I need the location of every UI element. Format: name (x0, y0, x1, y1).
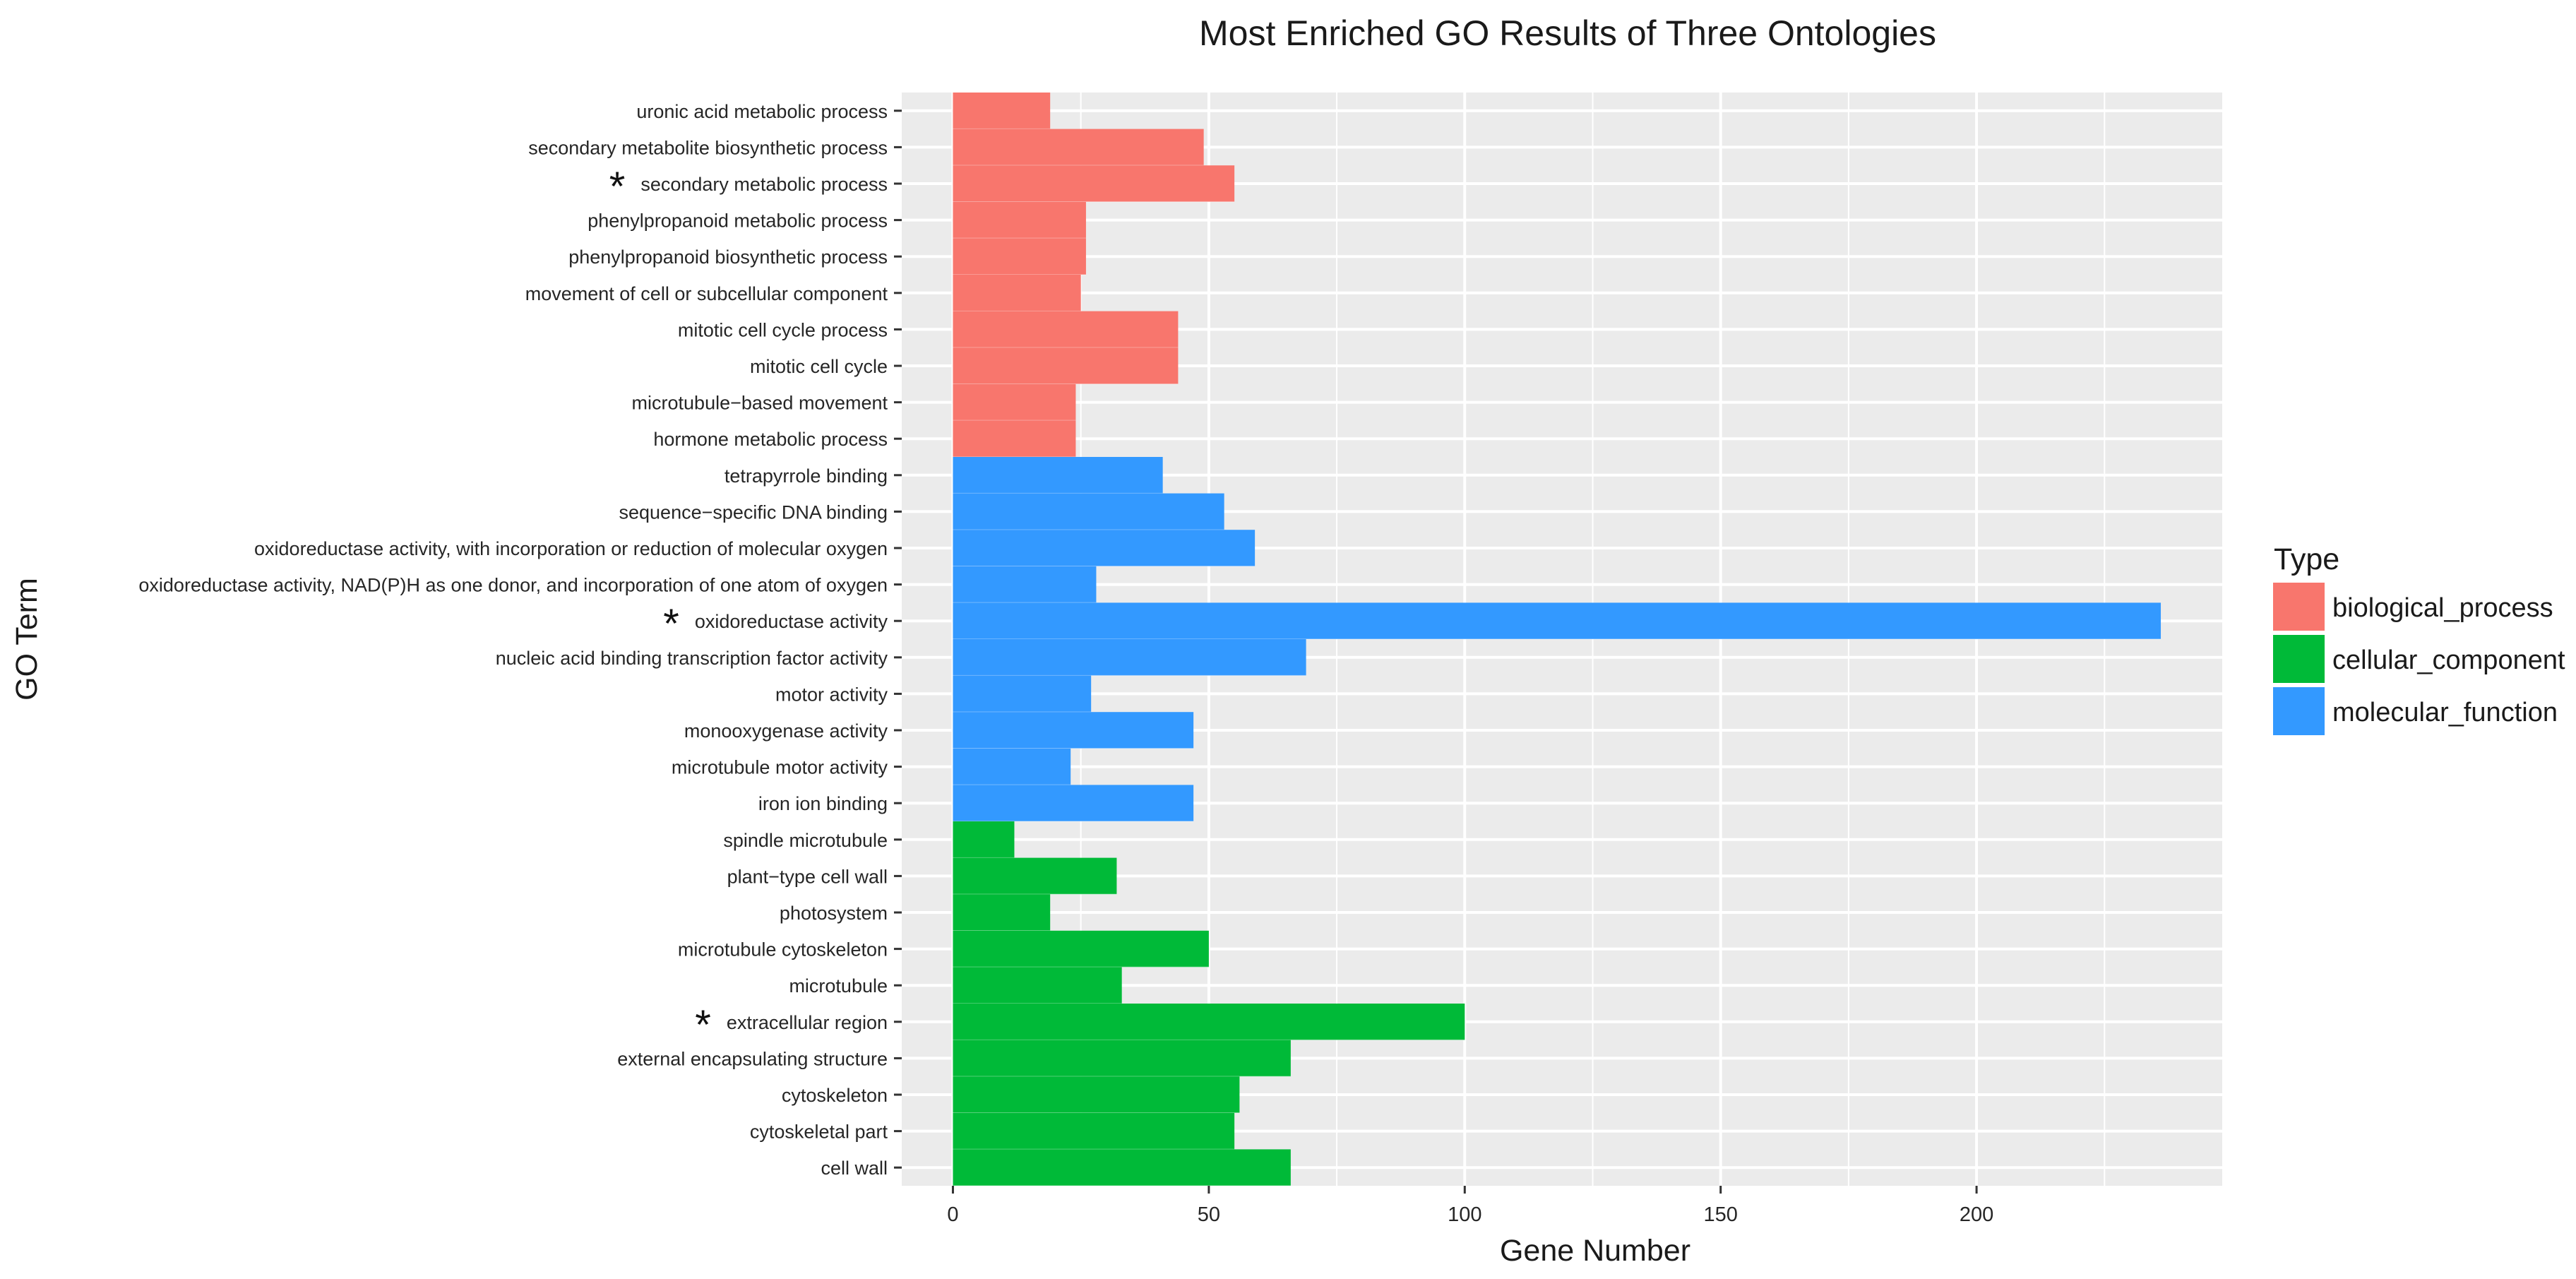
y-tick-label: mitotic cell cycle process (678, 319, 888, 340)
x-tick-label: 0 (947, 1203, 958, 1226)
bar-cellular-component (953, 821, 1015, 858)
legend-entries: biological_process cellular_componentmole… (2272, 581, 2565, 737)
x-tick-label: 50 (1198, 1203, 1220, 1226)
bar-cellular-component (953, 1040, 1291, 1077)
bar-biological-process (953, 93, 1051, 129)
bar-cellular-component (953, 1149, 1291, 1186)
legend-label: molecular_function (2332, 698, 2558, 727)
legend-label: cellular_component (2332, 646, 2565, 675)
y-tick-label: uronic acid metabolic process (636, 101, 888, 122)
bar-biological-process (953, 347, 1179, 384)
legend-label: biological_process (2332, 593, 2553, 623)
y-tick-label: photosystem (780, 903, 888, 924)
significance-marker: * (663, 601, 679, 647)
x-tick-labels: 0 50 100 150 200 (947, 1186, 1993, 1226)
x-axis-title: Gene Number (1500, 1234, 1690, 1268)
y-tick-label: microtubule−based movement (632, 393, 888, 414)
bar-molecular-function (953, 602, 2161, 639)
x-tick-label: 100 (1448, 1203, 1481, 1226)
y-tick-label: microtubule cytoskeleton (678, 939, 888, 960)
bar-cellular-component (953, 857, 1117, 895)
bar-molecular-function (953, 566, 1097, 603)
chart-title: Most Enriched GO Results of Three Ontolo… (1199, 13, 1936, 53)
bar-cellular-component (953, 1112, 1235, 1150)
y-tick-label: external encapsulating structure (617, 1048, 888, 1069)
legend-key-cellular-component (2272, 633, 2326, 684)
significance-markers: * * * (609, 164, 711, 1048)
legend-key-biological-process (2272, 581, 2326, 632)
y-tick-label: plant−type cell wall (727, 866, 888, 887)
bar-molecular-function (953, 530, 1256, 566)
y-tick-label: oxidoreductase activity, NAD(P)H as one … (138, 575, 888, 596)
y-axis-title: GO Term (10, 578, 44, 701)
bar-molecular-function (953, 748, 1071, 785)
y-tick-label: phenylpropanoid metabolic process (588, 210, 888, 232)
y-tick-label: motor activity (775, 684, 888, 705)
bar-biological-process (953, 420, 1076, 457)
bar-biological-process (953, 383, 1076, 421)
y-tick-label: tetrapyrrole binding (724, 465, 888, 487)
y-tick-label: movement of cell or subcellular componen… (525, 283, 888, 304)
bar-molecular-function (953, 785, 1194, 821)
y-tick-label: cell wall (821, 1158, 888, 1179)
y-tick-label: hormone metabolic process (653, 429, 888, 450)
y-tick-label: secondary metabolic process (640, 174, 888, 195)
bar-cellular-component (953, 894, 1051, 931)
bar-molecular-function (953, 639, 1306, 676)
y-tick-label: sequence−specific DNA binding (619, 501, 888, 523)
bars (953, 93, 2161, 1186)
y-tick-label: microtubule motor activity (672, 757, 888, 778)
legend: Type biological_process cellular_componen… (2272, 542, 2565, 737)
bar-biological-process (953, 129, 1204, 166)
bar-cellular-component (953, 1076, 1240, 1113)
bar-biological-process (953, 165, 1235, 202)
y-tick-label: microtubule (789, 975, 888, 997)
y-tick-label: nucleic acid binding transcription facto… (496, 648, 888, 669)
y-tick-label: extracellular region (727, 1012, 888, 1033)
y-tick-label: phenylpropanoid biosynthetic process (568, 246, 888, 268)
bar-cellular-component (953, 930, 1209, 968)
y-tick-label: monooxygenase activity (684, 720, 888, 742)
y-tick-label: secondary metabolite biosynthetic proces… (528, 137, 888, 158)
bar-biological-process (953, 311, 1179, 348)
bar-biological-process (953, 238, 1086, 275)
y-tick-label: cytoskeletal part (750, 1122, 888, 1143)
legend-key-molecular-function (2272, 686, 2326, 737)
bar-molecular-function (953, 457, 1163, 494)
bar-biological-process (953, 201, 1086, 239)
x-tick-label: 200 (1960, 1203, 1993, 1226)
legend-title: Type (2274, 542, 2339, 576)
y-tick-label: mitotic cell cycle (750, 356, 888, 377)
significance-marker: * (695, 1002, 711, 1048)
bar-molecular-function (953, 493, 1224, 530)
y-tick-label: iron ion binding (758, 793, 888, 814)
x-tick-label: 150 (1703, 1203, 1737, 1226)
bar-molecular-function (953, 712, 1194, 749)
y-tick-labels: uronic acid metabolic process secondary m… (138, 101, 902, 1179)
significance-marker: * (609, 164, 626, 210)
bar-cellular-component (953, 967, 1122, 1004)
bar-biological-process (953, 275, 1081, 311)
bar-molecular-function (953, 675, 1092, 713)
y-tick-label: oxidoreductase activity, with incorporat… (254, 538, 888, 559)
y-tick-label: oxidoreductase activity (695, 611, 888, 632)
bar-cellular-component (953, 1004, 1465, 1040)
y-tick-label: cytoskeleton (782, 1085, 888, 1106)
y-tick-label: spindle microtubule (723, 830, 888, 851)
